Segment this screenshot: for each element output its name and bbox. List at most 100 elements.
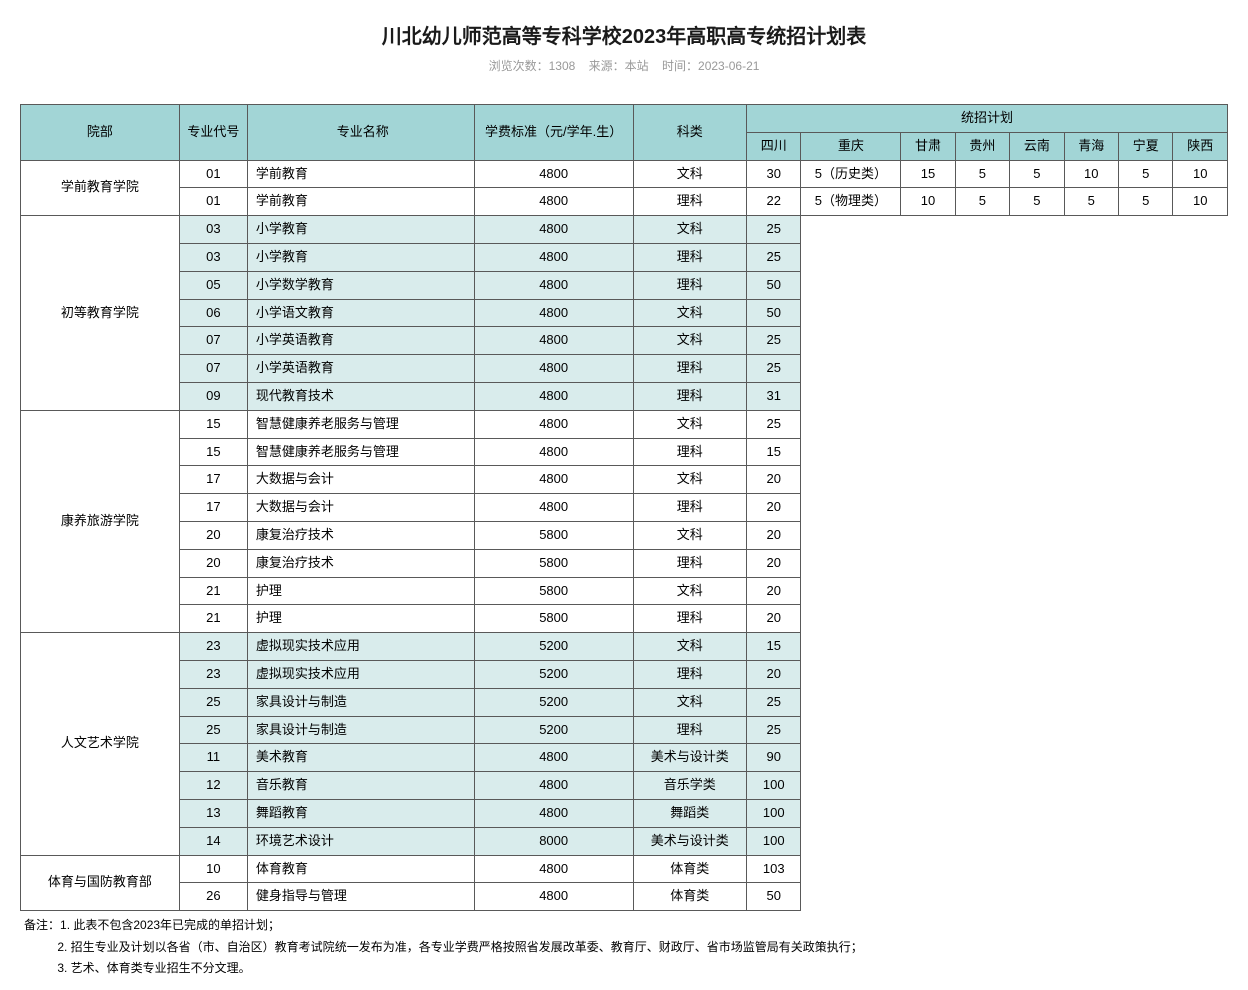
cell-category: 理科 (633, 382, 746, 410)
cell-dept: 初等教育学院 (21, 216, 180, 411)
cell-plan (1010, 688, 1064, 716)
cell-plan (1119, 549, 1173, 577)
cell-code: 11 (179, 744, 247, 772)
cell-plan: 15 (901, 160, 955, 188)
cell-plan (901, 549, 955, 577)
cell-plan (801, 243, 901, 271)
cell-plan (1119, 772, 1173, 800)
cell-code: 26 (179, 883, 247, 911)
cell-plan (801, 855, 901, 883)
cell-plan: 25 (747, 216, 801, 244)
table-row: 05小学数学教育4800理科50 (21, 271, 1228, 299)
enrollment-plan-table: 院部 专业代号 专业名称 学费标准（元/学年.生） 科类 统招计划 四川 重庆 … (20, 104, 1228, 911)
cell-plan (1119, 216, 1173, 244)
cell-plan (955, 855, 1009, 883)
cell-plan (801, 466, 901, 494)
meta-views-label: 浏览次数： (489, 59, 549, 73)
cell-code: 15 (179, 410, 247, 438)
notes-line: 2. 招生专业及计划以各省（市、自治区）教育考试院统一发布为准，各专业学费严格按… (57, 940, 862, 954)
cell-plan: 31 (747, 382, 801, 410)
cell-plan: 22 (747, 188, 801, 216)
cell-plan (901, 744, 955, 772)
cell-plan (901, 355, 955, 383)
cell-plan (801, 688, 901, 716)
cell-plan (1173, 772, 1228, 800)
cell-dept: 体育与国防教育部 (21, 855, 180, 911)
cell-plan (801, 271, 901, 299)
cell-plan (1173, 466, 1228, 494)
table-row: 20康复治疗技术5800文科20 (21, 521, 1228, 549)
cell-plan (1173, 855, 1228, 883)
cell-plan (1010, 827, 1064, 855)
cell-plan (1173, 605, 1228, 633)
cell-plan (801, 827, 901, 855)
cell-plan (901, 633, 955, 661)
cell-plan (1119, 494, 1173, 522)
th-province: 云南 (1010, 132, 1064, 160)
cell-major: 现代教育技术 (247, 382, 474, 410)
cell-plan (1010, 633, 1064, 661)
cell-plan (1173, 271, 1228, 299)
cell-plan (801, 577, 901, 605)
th-plan-group: 统招计划 (747, 105, 1228, 133)
cell-plan (955, 605, 1009, 633)
cell-plan (955, 633, 1009, 661)
cell-plan: 20 (747, 494, 801, 522)
page-title: 川北幼儿师范高等专科学校2023年高职高专统招计划表 (20, 20, 1228, 49)
cell-plan: 20 (747, 660, 801, 688)
cell-fee: 4800 (474, 410, 633, 438)
cell-fee: 4800 (474, 466, 633, 494)
cell-fee: 5200 (474, 688, 633, 716)
cell-plan (1010, 605, 1064, 633)
cell-plan (1119, 466, 1173, 494)
table-body: 学前教育学院01学前教育4800文科305（历史类）15551051001学前教… (21, 160, 1228, 911)
cell-fee: 4800 (474, 799, 633, 827)
cell-category: 文科 (633, 633, 746, 661)
cell-plan (1064, 855, 1118, 883)
cell-plan (955, 466, 1009, 494)
table-row: 17大数据与会计4800理科20 (21, 494, 1228, 522)
cell-plan: 5（历史类） (801, 160, 901, 188)
cell-category: 文科 (633, 577, 746, 605)
cell-plan (1064, 688, 1118, 716)
cell-major: 护理 (247, 605, 474, 633)
cell-plan: 5 (955, 160, 1009, 188)
cell-plan (1064, 410, 1118, 438)
cell-fee: 4800 (474, 744, 633, 772)
cell-plan (1064, 355, 1118, 383)
cell-plan (955, 327, 1009, 355)
cell-code: 14 (179, 827, 247, 855)
cell-plan (955, 271, 1009, 299)
cell-plan (1064, 216, 1118, 244)
th-province: 贵州 (955, 132, 1009, 160)
cell-category: 理科 (633, 271, 746, 299)
cell-plan (955, 772, 1009, 800)
cell-code: 09 (179, 382, 247, 410)
cell-plan (1010, 327, 1064, 355)
cell-category: 文科 (633, 160, 746, 188)
cell-plan (955, 216, 1009, 244)
cell-plan (801, 549, 901, 577)
cell-plan (1119, 883, 1173, 911)
cell-fee: 4800 (474, 355, 633, 383)
cell-category: 文科 (633, 688, 746, 716)
cell-plan: 10 (901, 188, 955, 216)
cell-fee: 4800 (474, 438, 633, 466)
cell-fee: 4800 (474, 160, 633, 188)
cell-plan (1064, 438, 1118, 466)
table-row: 01学前教育4800理科225（物理类）10555510 (21, 188, 1228, 216)
cell-plan (801, 633, 901, 661)
cell-code: 23 (179, 660, 247, 688)
table-row: 07小学英语教育4800理科25 (21, 355, 1228, 383)
cell-plan: 25 (747, 688, 801, 716)
cell-major: 体育教育 (247, 855, 474, 883)
cell-plan (1010, 883, 1064, 911)
cell-plan (1010, 577, 1064, 605)
cell-plan (1010, 466, 1064, 494)
cell-plan (801, 744, 901, 772)
th-province: 青海 (1064, 132, 1118, 160)
cell-plan (955, 799, 1009, 827)
th-province: 四川 (747, 132, 801, 160)
cell-plan (955, 827, 1009, 855)
cell-plan (1119, 355, 1173, 383)
